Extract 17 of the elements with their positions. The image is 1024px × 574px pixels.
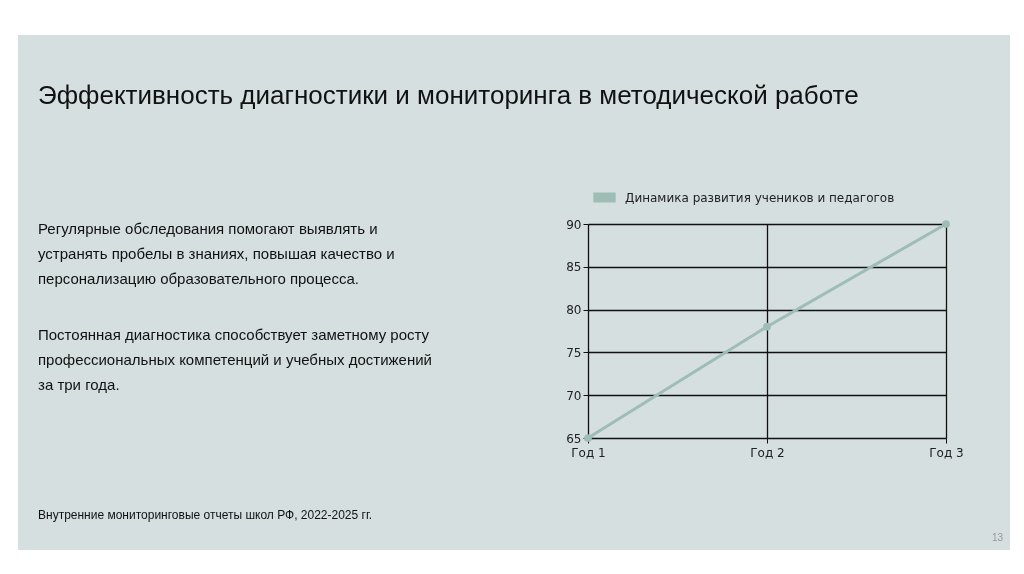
text: Внутренние мониторинговые отчеты школ РФ, 2022-2025 гг. [38,507,374,523]
x-tick-label: Год 1 [571,445,606,460]
y-tick-label: 65 [566,431,582,446]
text: Регулярные обследования помогают выявлять и устранять пробелы в знаниях, повышая качество и персонализацию образовательного процесса. [38,219,396,289]
x-tick-label: Год 2 [750,445,785,460]
legend-label: Динамика развития учеников и педагогов [625,190,895,205]
y-tick-label: 75 [566,345,582,360]
point [763,322,771,331]
x-tick-label: Год 3 [929,445,964,460]
text: 13 [992,532,1005,544]
y-tick-label: 90 [566,217,582,232]
point [942,220,950,228]
y-tick-label: 70 [566,388,582,403]
y-tick-label: 85 [566,260,582,275]
y-tick-label: 80 [566,303,582,318]
text: Постоянная диагностика способствует заметному росту профессиональных компетенций и учебных достижений за три года. [38,325,433,395]
chart-title: Эффективность диагностики и мониторинга в методической работе [38,80,859,111]
